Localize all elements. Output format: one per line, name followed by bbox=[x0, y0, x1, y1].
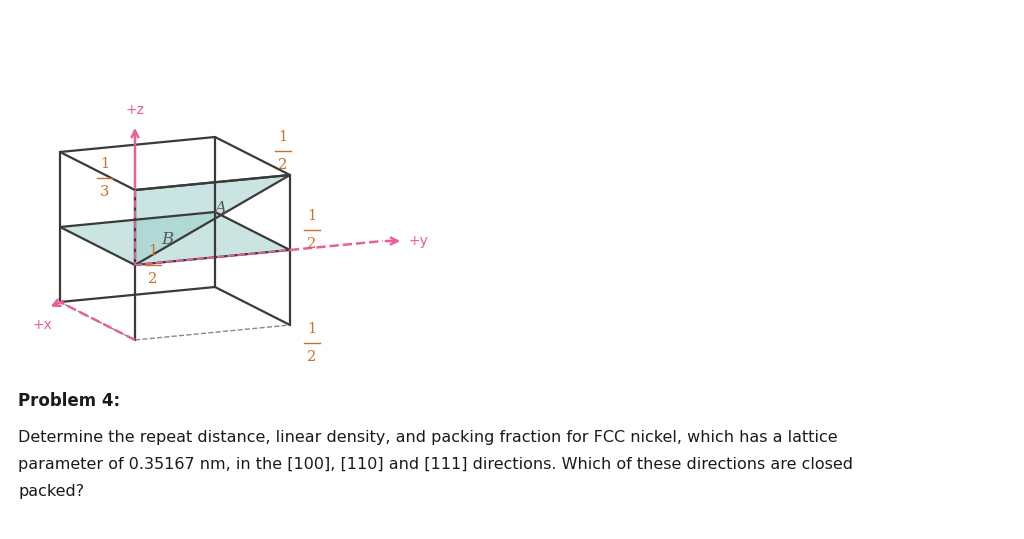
Text: 2: 2 bbox=[307, 237, 316, 251]
Text: 2: 2 bbox=[279, 158, 288, 172]
Text: 1: 1 bbox=[279, 130, 288, 144]
Text: packed?: packed? bbox=[18, 484, 84, 499]
Text: 1: 1 bbox=[100, 157, 110, 171]
Text: 1: 1 bbox=[307, 322, 316, 336]
Polygon shape bbox=[135, 175, 290, 265]
Text: 3: 3 bbox=[100, 185, 110, 199]
Text: A: A bbox=[214, 201, 226, 217]
Text: +y: +y bbox=[409, 234, 429, 248]
Text: +z: +z bbox=[126, 103, 144, 117]
Text: 2: 2 bbox=[307, 350, 316, 364]
Text: parameter of 0.35167 nm, in the [100], [110] and [111] directions. Which of thes: parameter of 0.35167 nm, in the [100], [… bbox=[18, 457, 853, 472]
Text: +x: +x bbox=[32, 318, 52, 332]
Text: B: B bbox=[161, 231, 173, 248]
Polygon shape bbox=[60, 212, 290, 265]
Text: 1: 1 bbox=[148, 244, 158, 258]
Text: 2: 2 bbox=[148, 272, 158, 286]
Text: Problem 4:: Problem 4: bbox=[18, 392, 120, 410]
Text: Determine the repeat distance, linear density, and packing fraction for FCC nick: Determine the repeat distance, linear de… bbox=[18, 430, 838, 445]
Text: 1: 1 bbox=[307, 209, 316, 223]
